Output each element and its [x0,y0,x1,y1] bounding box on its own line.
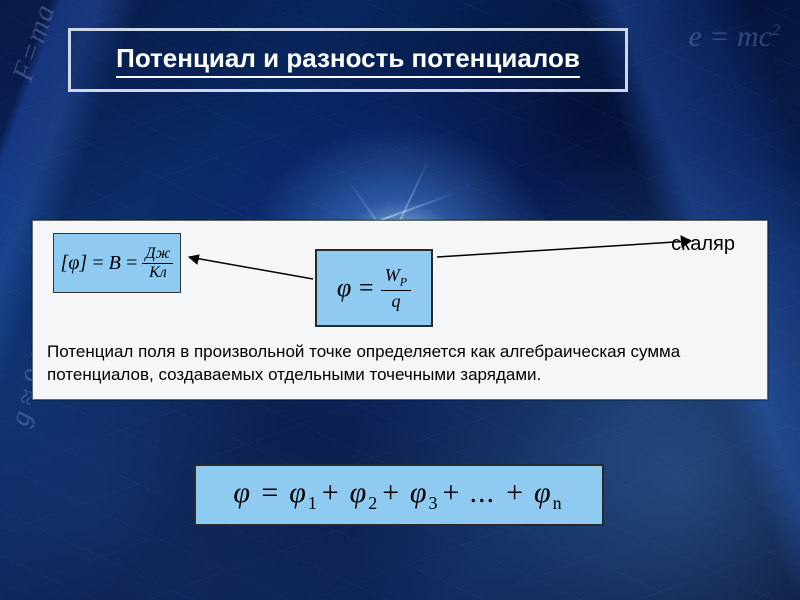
frac-denominator: q [391,291,400,310]
phi-formula-box: φ = WP q [315,249,433,327]
content-panel: [φ] = B = Дж Кл φ = WP q ска [32,220,768,400]
unit-formula: [φ] = B = Дж Кл [61,246,174,281]
title-box: Потенциал и разность потенциалов [68,28,628,92]
arrow-left [181,251,321,291]
caption-text: Потенциал поля в произвольной точке опре… [47,341,753,387]
unit-formula-box: [φ] = B = Дж Кл [53,233,181,293]
page-title: Потенциал и разность потенциалов [116,43,580,78]
eq-sign: = [125,252,139,275]
scalar-label: скаляр [671,233,735,256]
unit-fraction: Дж Кл [142,246,173,281]
eq-sign: = [91,252,105,275]
eq-sign: = [357,273,375,303]
arrow-right [433,233,703,263]
sum-formula: φ = φ1+ φ2+ φ3+ ... + φn [233,476,564,514]
phi-lhs: φ [337,273,351,303]
phi-fraction: WP q [381,266,411,310]
frac-denominator: Кл [149,264,167,281]
sum-formula-box: φ = φ1+ φ2+ φ3+ ... + φn [194,464,604,526]
frac-numerator: WP [381,266,411,291]
unit-mid: B [109,252,121,275]
unit-lhs: [φ] [61,252,88,275]
frac-numerator: Дж [142,246,173,264]
phi-formula: φ = WP q [337,266,411,310]
